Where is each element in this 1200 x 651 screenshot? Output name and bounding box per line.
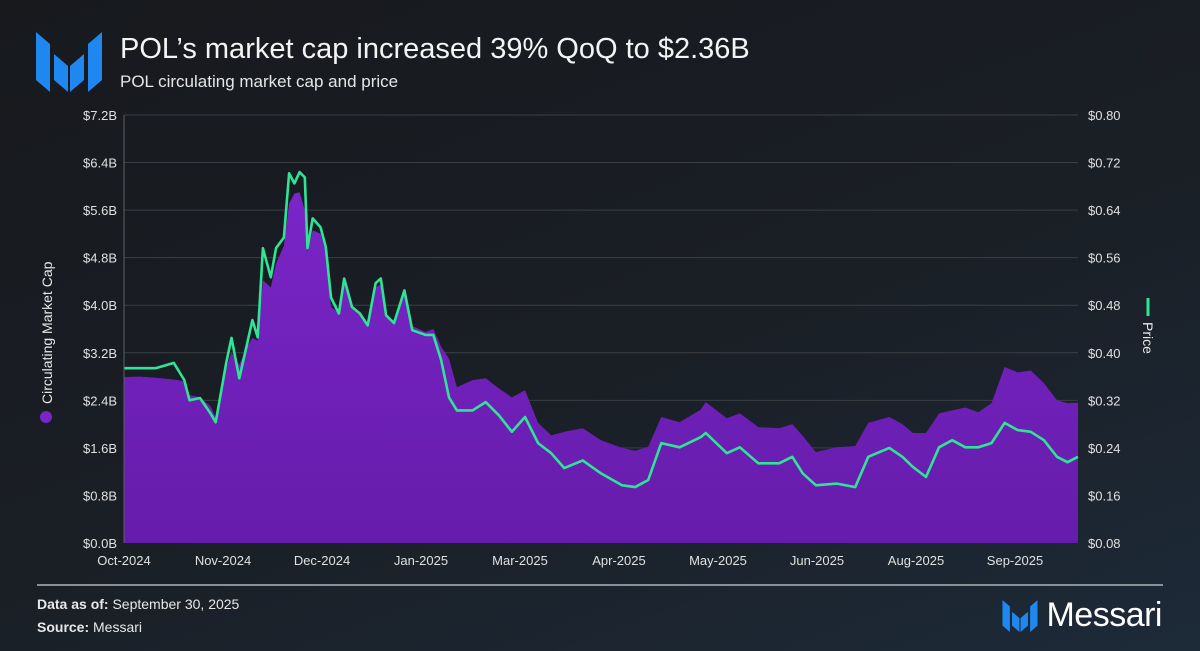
y-left-tick-label: $0.0B [83, 536, 117, 551]
chart-subtitle: POL circulating market cap and price [120, 72, 399, 91]
y-left-tick-label: $2.4B [83, 393, 117, 408]
y-right-tick-label: $0.24 [1088, 441, 1121, 456]
footer-divider [37, 584, 1163, 586]
x-tick-label: May-2025 [689, 553, 747, 568]
y-right-tick-label: $0.40 [1088, 346, 1121, 361]
x-tick-label: Aug-2025 [888, 553, 944, 568]
x-tick-label: Dec-2024 [294, 553, 350, 568]
y-left-tick-label: $0.8B [83, 488, 117, 503]
x-tick-label: Mar-2025 [492, 553, 548, 568]
legend-market-cap-swatch [40, 411, 52, 423]
source-label: Source: [37, 619, 90, 635]
y-left-tick-label: $3.2B [83, 346, 117, 361]
messari-brand: Messari [1002, 596, 1162, 635]
y-right-tick-label: $0.32 [1088, 393, 1121, 408]
y-right-tick-label: $0.08 [1088, 536, 1121, 551]
data-as-of-label: Data as of: [37, 596, 109, 612]
y-right-tick-label: $0.72 [1088, 156, 1121, 171]
y-left-tick-label: $7.2B [83, 108, 117, 123]
y-right-tick-label: $0.80 [1088, 108, 1121, 123]
market-cap-area [124, 192, 1078, 544]
data-as-of: Data as of: September 30, 2025 [37, 596, 239, 612]
x-tick-label: Apr-2025 [592, 553, 645, 568]
x-tick-label: Oct-2024 [97, 553, 150, 568]
data-as-of-value: September 30, 2025 [112, 596, 240, 612]
y-left-tick-label: $5.6B [83, 203, 117, 218]
legend-price-label: Price [1140, 322, 1156, 354]
y-left-tick-label: $4.0B [83, 298, 117, 313]
y-left-tick-label: $6.4B [83, 156, 117, 171]
source: Source: Messari [37, 619, 142, 635]
source-value: Messari [93, 619, 143, 635]
legend-market-cap-label: Circulating Market Cap [39, 261, 55, 404]
y-right-tick-label: $0.16 [1088, 488, 1121, 503]
y-right-tick-label: $0.56 [1088, 251, 1121, 266]
price-line [124, 170, 1079, 489]
x-tick-label: Sep-2025 [987, 553, 1043, 568]
y-left-tick-label: $1.6B [83, 441, 117, 456]
messari-logo-icon [36, 32, 102, 92]
chart-title: POL’s market cap increased 39% QoQ to $2… [120, 33, 750, 65]
messari-brand-icon [1002, 599, 1038, 632]
x-tick-label: Jun-2025 [790, 553, 844, 568]
y-right-tick-label: $0.64 [1088, 203, 1121, 218]
x-tick-label: Nov-2024 [195, 553, 251, 568]
y-right-tick-label: $0.48 [1088, 298, 1121, 313]
x-tick-label: Jan-2025 [394, 553, 448, 568]
y-left-tick-label: $4.8B [83, 251, 117, 266]
messari-brand-text: Messari [1046, 596, 1162, 634]
